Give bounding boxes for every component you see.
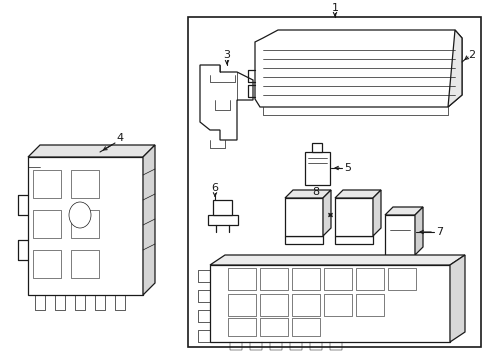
Polygon shape	[254, 30, 461, 107]
Polygon shape	[33, 250, 61, 278]
Polygon shape	[355, 294, 383, 316]
Ellipse shape	[69, 202, 91, 228]
Polygon shape	[372, 190, 380, 236]
Text: 5: 5	[344, 163, 351, 173]
Polygon shape	[414, 207, 422, 255]
Polygon shape	[71, 210, 99, 238]
Polygon shape	[291, 268, 319, 290]
Polygon shape	[334, 190, 380, 198]
Polygon shape	[33, 170, 61, 198]
Polygon shape	[387, 268, 415, 290]
Polygon shape	[447, 30, 461, 107]
Polygon shape	[187, 17, 480, 347]
Polygon shape	[28, 157, 142, 295]
Polygon shape	[209, 265, 449, 342]
Polygon shape	[260, 318, 287, 336]
Polygon shape	[260, 268, 287, 290]
Polygon shape	[213, 200, 231, 215]
Polygon shape	[323, 190, 330, 236]
Text: 6: 6	[211, 183, 218, 193]
Polygon shape	[334, 198, 372, 236]
Polygon shape	[227, 294, 256, 316]
Polygon shape	[227, 268, 256, 290]
Polygon shape	[285, 190, 330, 198]
Polygon shape	[355, 268, 383, 290]
Polygon shape	[285, 236, 323, 244]
Polygon shape	[142, 145, 155, 295]
Polygon shape	[33, 210, 61, 238]
Polygon shape	[384, 215, 414, 255]
Text: 2: 2	[468, 50, 475, 60]
Polygon shape	[285, 198, 323, 236]
Polygon shape	[334, 236, 372, 244]
Polygon shape	[209, 255, 464, 265]
Polygon shape	[71, 170, 99, 198]
Polygon shape	[311, 143, 321, 152]
Text: 1: 1	[331, 3, 338, 13]
Polygon shape	[384, 207, 422, 215]
Polygon shape	[200, 65, 252, 140]
Polygon shape	[71, 250, 99, 278]
Polygon shape	[291, 294, 319, 316]
Polygon shape	[207, 215, 238, 225]
Text: 7: 7	[436, 227, 443, 237]
Text: 4: 4	[116, 133, 123, 143]
Text: 3: 3	[223, 50, 230, 60]
Polygon shape	[260, 294, 287, 316]
Polygon shape	[324, 268, 351, 290]
Polygon shape	[291, 318, 319, 336]
Text: 8: 8	[312, 187, 319, 197]
Polygon shape	[305, 152, 329, 185]
Polygon shape	[28, 145, 155, 157]
Polygon shape	[227, 318, 256, 336]
Polygon shape	[449, 255, 464, 342]
Polygon shape	[324, 294, 351, 316]
